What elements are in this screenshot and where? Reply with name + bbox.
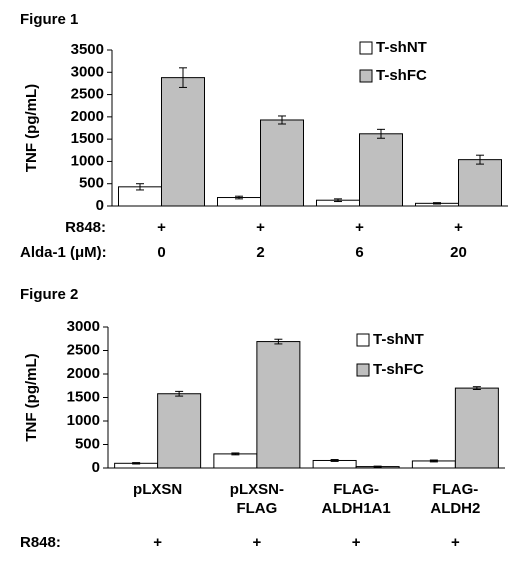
x-tick-label: FLAG- xyxy=(333,481,379,498)
y-tick-label: 500 xyxy=(75,435,100,452)
x-tick-label: pLXSN xyxy=(133,481,182,498)
y-tick-label: 1500 xyxy=(71,130,104,147)
y-tick-label: 1000 xyxy=(67,412,100,429)
legend-swatch xyxy=(356,333,370,347)
treatment-mark: + xyxy=(454,219,463,236)
x-tick-label: 0 xyxy=(157,244,165,261)
bar xyxy=(454,387,499,469)
treatment-label: R848: xyxy=(20,534,61,551)
bar xyxy=(161,77,205,207)
y-tick-label: 2000 xyxy=(67,365,100,382)
x-tick-label: 2 xyxy=(256,244,264,261)
x-tick-label: 6 xyxy=(355,244,363,261)
treatment-mark: + xyxy=(355,219,364,236)
chart-title: Figure 2 xyxy=(20,286,78,303)
bar xyxy=(256,341,301,469)
y-axis-label: TNF (pg/mL) xyxy=(23,353,40,441)
treatment-mark: + xyxy=(157,219,166,236)
y-tick-label: 2000 xyxy=(71,108,104,125)
x-tick-label: pLXSN- xyxy=(230,481,284,498)
y-axis-label: TNF (pg/mL) xyxy=(23,84,40,172)
y-tick-label: 3000 xyxy=(71,63,104,80)
x-tick-label: ALDH2 xyxy=(430,500,480,517)
y-tick-label: 2500 xyxy=(67,341,100,358)
error-bar xyxy=(231,452,240,456)
error-bar xyxy=(175,390,184,397)
y-tick-label: 500 xyxy=(79,175,104,192)
category-label: Alda-1 (μM): xyxy=(20,244,107,261)
error-bar xyxy=(274,338,283,345)
y-tick-label: 0 xyxy=(92,459,100,476)
y-tick-label: 3000 xyxy=(67,318,100,335)
legend-swatch xyxy=(359,69,373,83)
treatment-mark: + xyxy=(252,534,261,551)
treatment-mark: + xyxy=(153,534,162,551)
y-tick-label: 2500 xyxy=(71,86,104,103)
chart-title: Figure 1 xyxy=(20,11,78,28)
bar xyxy=(260,119,304,207)
legend-label: T-shFC xyxy=(373,361,424,378)
error-bar xyxy=(429,459,438,463)
bar xyxy=(157,393,202,469)
bar xyxy=(458,159,502,207)
error-bar xyxy=(472,386,481,391)
error-bar xyxy=(476,154,484,165)
error-bar xyxy=(373,465,382,468)
x-tick-label: FLAG- xyxy=(432,481,478,498)
error-bar xyxy=(235,195,243,200)
x-tick-label: 20 xyxy=(450,244,467,261)
y-tick-label: 1000 xyxy=(71,152,104,169)
treatment-mark: + xyxy=(451,534,460,551)
legend-swatch xyxy=(356,363,370,377)
legend-label: T-shNT xyxy=(376,39,427,56)
y-tick-label: 1500 xyxy=(67,388,100,405)
treatment-mark: + xyxy=(256,219,265,236)
y-tick-label: 0 xyxy=(96,197,104,214)
treatment-mark: + xyxy=(352,534,361,551)
bar xyxy=(359,133,403,207)
error-bar xyxy=(377,128,385,139)
error-bar xyxy=(334,198,342,203)
error-bar xyxy=(433,202,441,205)
legend-swatch xyxy=(359,41,373,55)
error-bar xyxy=(278,115,286,125)
bar xyxy=(213,453,258,469)
error-bar xyxy=(136,183,144,191)
error-bar xyxy=(330,459,339,462)
treatment-label: R848: xyxy=(65,219,106,236)
error-bar xyxy=(179,67,187,88)
legend-label: T-shFC xyxy=(376,67,427,84)
x-tick-label: ALDH1A1 xyxy=(322,500,391,517)
legend-label: T-shNT xyxy=(373,331,424,348)
y-tick-label: 3500 xyxy=(71,41,104,58)
x-tick-label: FLAG xyxy=(236,500,277,517)
error-bar xyxy=(132,462,141,465)
